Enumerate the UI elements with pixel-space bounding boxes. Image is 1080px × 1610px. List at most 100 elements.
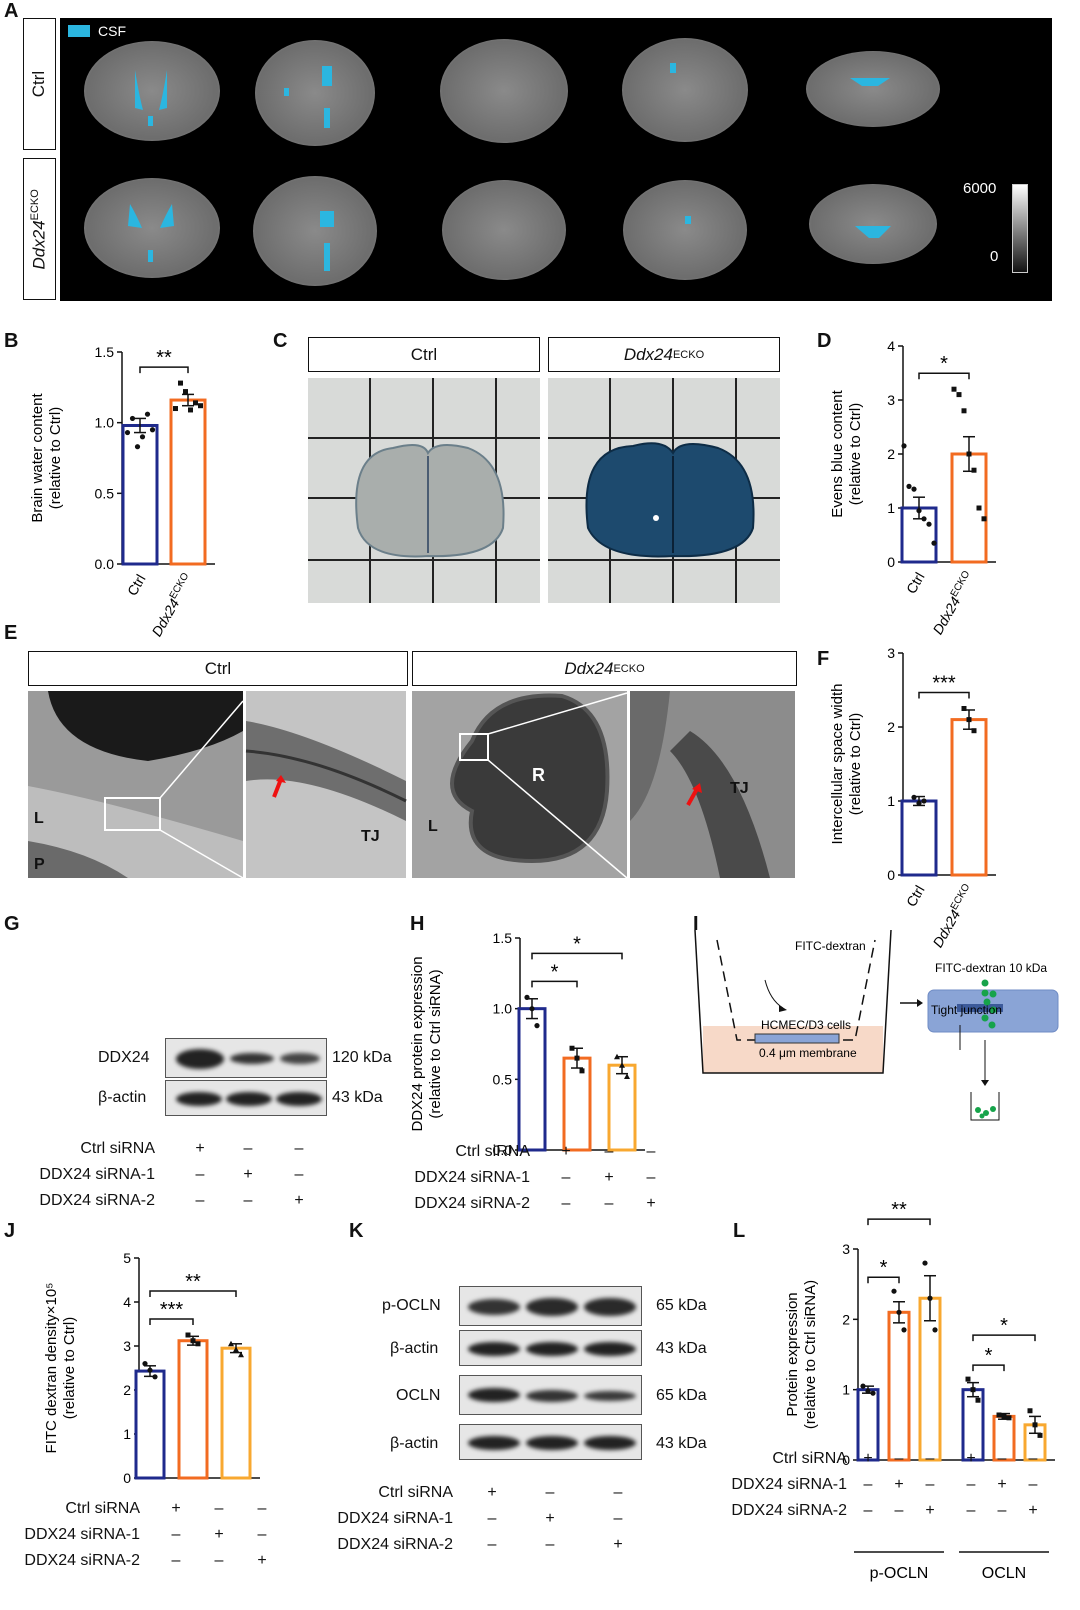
row-label-ko: Ddx24ECKO — [29, 188, 49, 270]
data-point — [198, 403, 203, 409]
y-tick-label: 2 — [123, 1382, 131, 1398]
y-tick-label: 0 — [887, 867, 895, 883]
mri-slice — [440, 39, 568, 143]
scale-max: 6000 — [963, 180, 997, 197]
condition-sign: – — [243, 1192, 253, 1209]
condition-sign: – — [966, 1502, 976, 1519]
blot-k-actin2 — [459, 1424, 642, 1460]
significance-bracket — [867, 1276, 900, 1284]
condition-sign: + — [604, 1169, 614, 1186]
bar — [121, 423, 159, 566]
blot-g-ddx24 — [165, 1038, 327, 1078]
data-point — [144, 411, 151, 417]
data-point — [529, 1006, 535, 1012]
y-tick-label: 0 — [887, 554, 895, 570]
data-point — [142, 1361, 148, 1367]
y-tick-label: 2 — [887, 446, 895, 462]
scale-min: 0 — [990, 248, 999, 265]
y-tick-label: 0.0 — [95, 556, 115, 572]
blot-g-actin-kda: 43 kDa — [332, 1089, 383, 1106]
condition-name: Ctrl siRNA — [378, 1484, 453, 1501]
condition-name: DDX24 siRNA-2 — [39, 1192, 155, 1209]
transwell-membrane-label: 0.4 μm membrane — [759, 1046, 857, 1060]
intensity-scale-bar — [1012, 184, 1028, 273]
panel-c-header-ko: Ddx24 ECKO — [548, 337, 780, 372]
data-point — [238, 1351, 244, 1358]
mri-slice — [806, 51, 940, 127]
mri-slices — [84, 38, 940, 286]
blot-k-name-1: β-actin — [390, 1340, 439, 1357]
condition-sign: – — [613, 1510, 623, 1527]
chart-j-plot: 0 1 2 3 4 5 FITC dextran density×10⁵(relative … — [43, 1250, 260, 1486]
data-point — [971, 467, 977, 473]
data-point — [190, 1338, 196, 1344]
data-point — [1001, 1413, 1007, 1419]
blot-g-actin — [165, 1080, 327, 1116]
panel-label-i: I — [693, 913, 699, 935]
em-label-l: L — [34, 810, 44, 827]
condition-sign: – — [604, 1143, 614, 1160]
condition-sign: + — [863, 1450, 873, 1467]
significance-label: *** — [160, 1299, 184, 1321]
condition-name: DDX24 siRNA-1 — [414, 1169, 530, 1186]
data-point — [931, 540, 937, 546]
transwell-cells-label: HCMEC/D3 cells — [761, 1018, 851, 1032]
condition-sign: – — [646, 1143, 656, 1160]
condition-sign: – — [925, 1450, 935, 1467]
condition-sign: + — [1028, 1502, 1038, 1519]
x-tick-label: Ctrl — [903, 570, 928, 597]
y-tick-label: 2 — [842, 1311, 850, 1327]
row-label-ctrl-box: Ctrl — [23, 18, 56, 150]
data-point — [228, 1340, 234, 1347]
condition-sign: + — [171, 1500, 181, 1517]
data-point — [961, 706, 967, 711]
significance-label: ** — [891, 1199, 907, 1221]
csf-legend-swatch — [68, 25, 90, 37]
data-point — [975, 1397, 981, 1403]
condition-sign: + — [195, 1140, 205, 1157]
row-label-ctrl: Ctrl — [29, 70, 49, 98]
condition-name: Ctrl siRNA — [65, 1500, 140, 1517]
y-axis-label: FITC dextran density×10⁵(relative to Ctr… — [43, 1283, 78, 1454]
data-point — [1037, 1432, 1043, 1438]
data-point — [926, 521, 932, 527]
data-point — [569, 1045, 575, 1051]
condition-sign: – — [545, 1536, 555, 1553]
data-point — [534, 1023, 540, 1029]
condition-sign: – — [925, 1476, 935, 1493]
data-point — [896, 1309, 902, 1315]
data-point — [965, 1376, 971, 1382]
x-tick-label: Ddx24ECKO — [147, 571, 196, 639]
y-axis-label: Evens blue content(relative to Ctrl) — [829, 389, 864, 517]
data-point — [147, 1367, 153, 1373]
data-point — [129, 415, 136, 422]
condition-sign: – — [487, 1536, 497, 1553]
condition-name: DDX24 siRNA-2 — [731, 1502, 847, 1519]
data-point — [124, 429, 131, 436]
blot-k-kda-0: 65 kDa — [656, 1297, 707, 1314]
data-point — [188, 407, 193, 413]
panel-label-c: C — [273, 330, 288, 352]
mri-slice — [442, 180, 566, 280]
panel-label-f: F — [817, 648, 830, 670]
group-label: OCLN — [982, 1565, 1026, 1582]
significance-bracket — [149, 1318, 194, 1325]
condition-sign: – — [214, 1552, 224, 1569]
y-tick-label: 1.5 — [493, 930, 513, 946]
data-point — [921, 798, 927, 804]
em-ko-overview: R L — [412, 691, 628, 879]
data-point — [865, 1388, 871, 1394]
data-point — [927, 1295, 933, 1301]
condition-sign: – — [646, 1169, 656, 1186]
blot-k-actin1 — [459, 1330, 642, 1366]
data-point — [901, 443, 907, 449]
significance-label: * — [1000, 1315, 1008, 1337]
data-point — [195, 1341, 201, 1347]
data-point — [614, 1053, 620, 1060]
blot-g-actin-name: β-actin — [98, 1089, 147, 1106]
transwell-dextran-label: FITC-dextran — [795, 939, 866, 953]
y-axis-label: Protein expression(relative to Ctrl siRN… — [784, 1280, 819, 1429]
data-point — [956, 392, 962, 398]
panel-label-h: H — [410, 913, 425, 935]
condition-sign: – — [863, 1476, 873, 1493]
